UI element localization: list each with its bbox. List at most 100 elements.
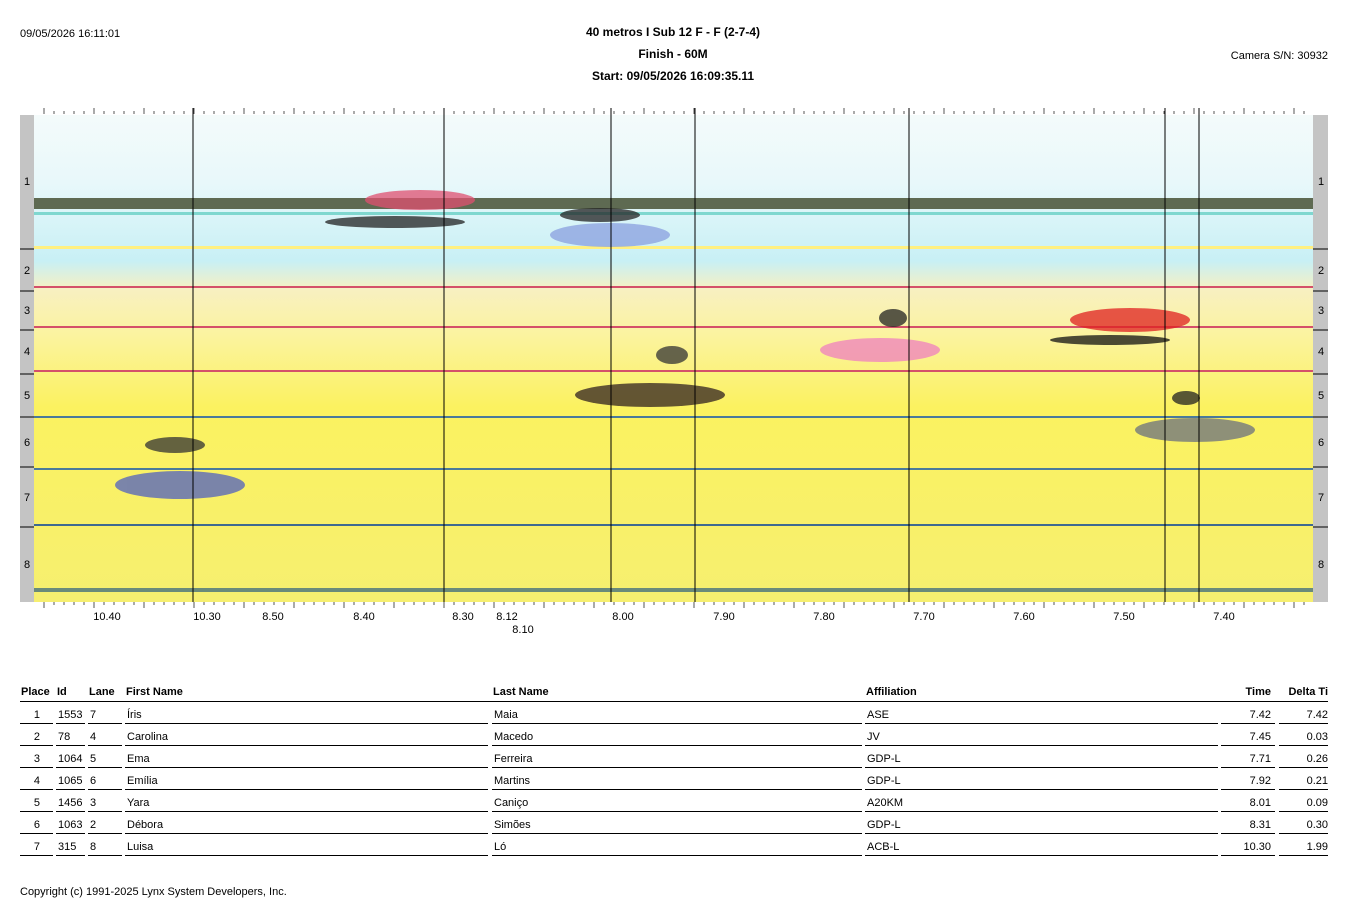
subtitle: Finish - 60M (638, 47, 707, 61)
runners (115, 190, 1255, 499)
cell: 8.31 (1250, 819, 1271, 831)
lane-ruler (20, 115, 34, 602)
cell: 1063 (58, 819, 82, 831)
time-label: 10.40 (93, 611, 121, 623)
column-header: Place (21, 686, 50, 698)
lane-label: 1 (1318, 176, 1324, 188)
cell: Martins (494, 775, 531, 787)
cell: GDP-L (867, 775, 901, 787)
cell: ACB-L (867, 841, 899, 853)
lane-label: 6 (24, 437, 30, 449)
column-header: Time (1246, 686, 1271, 698)
cell: A20KM (867, 797, 903, 809)
stripe (34, 246, 1313, 249)
stripe (34, 370, 1313, 372)
column-header: Delta Ti (1288, 686, 1328, 698)
cell: GDP-L (867, 753, 901, 765)
cell: 8.01 (1250, 797, 1271, 809)
cell: Ló (494, 841, 506, 853)
cell: Ferreira (494, 753, 533, 765)
cell: 2 (34, 731, 40, 743)
stripe (34, 286, 1313, 288)
cell: 3 (34, 753, 40, 765)
time-label: 8.30 (452, 611, 473, 623)
lane-label: 2 (1318, 265, 1324, 277)
cell: 10.30 (1243, 841, 1271, 853)
cell: 3 (90, 797, 96, 809)
cell: ASE (867, 709, 889, 721)
cell: 1064 (58, 753, 82, 765)
cell: Carolina (127, 731, 169, 743)
stripe (34, 468, 1313, 470)
cell: 1553 (58, 709, 82, 721)
cell: 7.42 (1307, 709, 1328, 721)
stripe (34, 326, 1313, 328)
cell: 7.45 (1250, 731, 1271, 743)
timestamp: 09/05/2026 16:11:01 (20, 28, 120, 40)
cell: 6 (90, 775, 96, 787)
cell: 1 (34, 709, 40, 721)
lane-label: 2 (24, 265, 30, 277)
time-label: 7.70 (913, 611, 934, 623)
time-label: 7.40 (1213, 611, 1234, 623)
time-label: 7.50 (1113, 611, 1134, 623)
cell: 7.92 (1250, 775, 1271, 787)
start-time: Start: 09/05/2026 16:09:35.11 (592, 69, 754, 83)
lane-label: 8 (24, 559, 30, 571)
lane-label: 5 (24, 390, 30, 402)
lane-label: 6 (1318, 437, 1324, 449)
stripe (34, 212, 1313, 215)
stripe (34, 524, 1313, 526)
column-header: Lane (89, 686, 115, 698)
cell: Yara (127, 797, 150, 809)
photo (20, 115, 1328, 602)
cell: GDP-L (867, 819, 901, 831)
cell: 0.30 (1307, 819, 1328, 831)
lane-label: 1 (24, 176, 30, 188)
time-label: 7.60 (1013, 611, 1034, 623)
time-label: 7.80 (813, 611, 834, 623)
cell: 0.21 (1307, 775, 1328, 787)
cell: Simões (494, 819, 531, 831)
cell: 7 (90, 709, 96, 721)
lane-label: 8 (1318, 559, 1324, 571)
time-label: 10.30 (193, 611, 221, 623)
column-header: Affiliation (866, 686, 917, 698)
cell: 7.71 (1250, 753, 1271, 765)
copyright: Copyright (c) 1991-2025 Lynx System Deve… (20, 886, 287, 898)
cell: Caniço (494, 797, 528, 809)
time-label: 7.90 (713, 611, 734, 623)
camera: Camera S/N: 30932 (1231, 50, 1328, 62)
cell: 4 (34, 775, 40, 787)
lane-label: 3 (1318, 305, 1324, 317)
stripe (34, 198, 1313, 209)
time-label: 8.40 (353, 611, 374, 623)
cell: 0.26 (1307, 753, 1328, 765)
cell: 0.09 (1307, 797, 1328, 809)
cell: 78 (58, 731, 70, 743)
stripe (34, 416, 1313, 418)
lane-label: 7 (24, 492, 30, 504)
cell: 7.42 (1250, 709, 1271, 721)
cell: 315 (58, 841, 76, 853)
cell: Débora (127, 819, 164, 831)
cell: Maia (494, 709, 519, 721)
cell: 1456 (58, 797, 82, 809)
lane-label: 4 (24, 346, 30, 358)
cell: Ema (127, 753, 151, 765)
cell: 7 (34, 841, 40, 853)
lane-label: 4 (1318, 346, 1324, 358)
cell: JV (867, 731, 881, 743)
cell: Emília (127, 775, 158, 787)
cell: 1.99 (1307, 841, 1328, 853)
lane-ruler (1313, 115, 1328, 602)
cell: 5 (34, 797, 40, 809)
lane-label: 3 (24, 305, 30, 317)
column-header: First Name (126, 686, 183, 698)
cell: Íris (127, 708, 142, 721)
cell: 2 (90, 819, 96, 831)
cell: 5 (90, 753, 96, 765)
lane-label: 5 (1318, 390, 1324, 402)
cell: 0.03 (1307, 731, 1328, 743)
column-header: Last Name (493, 686, 549, 698)
